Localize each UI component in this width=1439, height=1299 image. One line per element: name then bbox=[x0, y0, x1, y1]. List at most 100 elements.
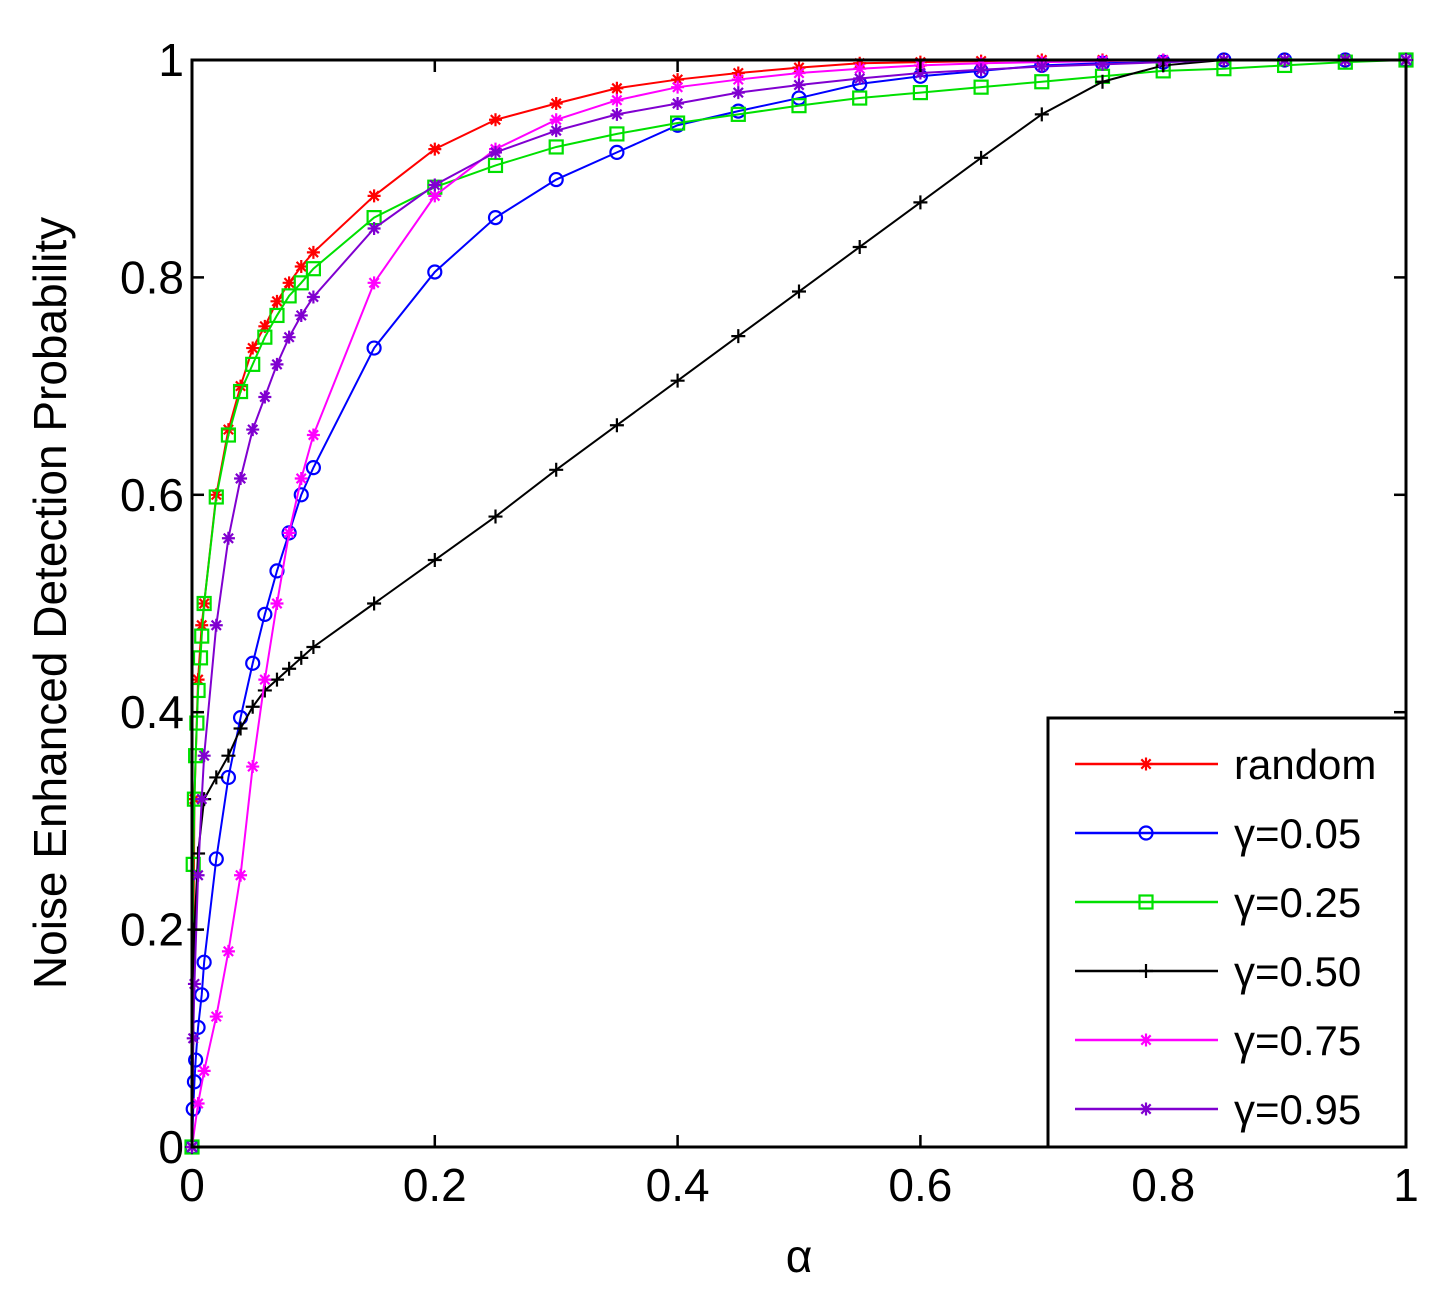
legend-label: γ=0.50 bbox=[1234, 948, 1361, 995]
data-point bbox=[257, 329, 273, 345]
data-point bbox=[791, 90, 807, 106]
data-point bbox=[196, 954, 212, 970]
data-point bbox=[189, 715, 205, 731]
x-tick-label: 0.6 bbox=[888, 1159, 952, 1211]
data-point bbox=[233, 721, 248, 736]
data-point bbox=[197, 1064, 211, 1078]
data-point bbox=[731, 86, 745, 100]
data-point bbox=[293, 487, 309, 503]
data-point bbox=[671, 96, 685, 110]
data-point bbox=[305, 261, 321, 277]
data-point bbox=[269, 307, 285, 324]
data-point bbox=[245, 699, 260, 714]
legend-label: γ=0.25 bbox=[1234, 879, 1361, 926]
x-tick-label: 0 bbox=[179, 1159, 205, 1211]
legend-entry: random bbox=[1075, 741, 1376, 788]
data-point bbox=[367, 189, 381, 203]
data-point bbox=[246, 423, 260, 437]
legend-label: random bbox=[1234, 741, 1376, 788]
data-point bbox=[221, 748, 236, 763]
data-point bbox=[1096, 57, 1109, 71]
data-point bbox=[731, 329, 746, 344]
data-point bbox=[245, 655, 261, 671]
data-point bbox=[294, 308, 308, 322]
data-point bbox=[792, 284, 806, 299]
y-tick-label: 0.2 bbox=[120, 904, 184, 956]
data-point bbox=[191, 1097, 205, 1111]
data-point bbox=[270, 357, 284, 371]
y-tick-label: 1 bbox=[158, 34, 184, 86]
data-point bbox=[549, 96, 563, 110]
data-point bbox=[270, 597, 284, 610]
data-point bbox=[852, 90, 868, 106]
data-point bbox=[731, 66, 745, 80]
data-point bbox=[367, 276, 381, 290]
data-point bbox=[973, 79, 989, 95]
data-point bbox=[1139, 1033, 1153, 1047]
data-point bbox=[1034, 74, 1050, 90]
x-tick-label: 0.2 bbox=[403, 1159, 467, 1211]
data-point bbox=[282, 526, 296, 540]
data-point bbox=[306, 290, 320, 304]
data-point bbox=[428, 189, 442, 203]
data-point bbox=[489, 113, 502, 127]
data-point bbox=[191, 868, 205, 882]
data-point bbox=[197, 749, 211, 763]
data-point bbox=[1035, 60, 1049, 74]
legend-label: γ=0.05 bbox=[1234, 810, 1361, 857]
ticks-layer: 0 0.2 0.4 0.6 0.8 1 0 0.2 0.4 0.6 0.8 1 bbox=[120, 34, 1419, 1211]
legend-entry: γ=0.75 bbox=[1075, 1017, 1361, 1064]
data-point bbox=[489, 145, 502, 159]
data-point bbox=[671, 73, 685, 87]
data-point bbox=[1139, 757, 1153, 771]
data-point bbox=[220, 427, 237, 443]
data-point bbox=[246, 760, 260, 774]
data-point bbox=[194, 987, 210, 1003]
data-point bbox=[281, 288, 297, 304]
data-point bbox=[194, 628, 210, 644]
data-point bbox=[487, 210, 504, 226]
data-point bbox=[1139, 1102, 1153, 1116]
data-point bbox=[974, 56, 988, 70]
data-point bbox=[549, 124, 563, 138]
data-point bbox=[609, 418, 624, 433]
legend-entry: γ=0.25 bbox=[1075, 879, 1361, 926]
data-point bbox=[306, 245, 320, 259]
data-point bbox=[293, 275, 309, 291]
data-point bbox=[257, 606, 273, 622]
data-point bbox=[549, 462, 564, 477]
legend-box bbox=[1046, 716, 1408, 1149]
data-point bbox=[246, 341, 260, 355]
data-point bbox=[609, 126, 625, 142]
y-tick-label: 0.6 bbox=[120, 469, 184, 521]
data-point bbox=[1034, 107, 1049, 122]
data-point bbox=[188, 1052, 204, 1068]
data-point bbox=[294, 260, 308, 274]
x-tick-label: 0.4 bbox=[646, 1159, 710, 1211]
data-point bbox=[548, 139, 564, 155]
data-point bbox=[730, 106, 746, 122]
data-point bbox=[187, 977, 201, 991]
data-point bbox=[258, 319, 272, 333]
data-point bbox=[913, 195, 928, 210]
data-point bbox=[488, 509, 503, 524]
data-point bbox=[912, 85, 929, 101]
data-point bbox=[549, 113, 563, 127]
data-point bbox=[367, 596, 382, 611]
data-point bbox=[792, 66, 806, 80]
data-point bbox=[294, 650, 309, 665]
data-point bbox=[487, 157, 504, 174]
data-point bbox=[234, 471, 248, 485]
data-point bbox=[913, 66, 927, 80]
data-point bbox=[208, 851, 224, 867]
data-point bbox=[671, 80, 685, 94]
data-point bbox=[209, 770, 224, 785]
data-point bbox=[731, 73, 745, 87]
data-point bbox=[669, 115, 686, 131]
data-point bbox=[258, 673, 272, 687]
legend: random γ=0.05 γ=0.25 γ=0.50 γ=0.75 γ=0.95 bbox=[1046, 716, 1408, 1149]
data-point bbox=[234, 868, 248, 882]
data-point bbox=[1095, 74, 1110, 89]
data-point bbox=[221, 531, 235, 545]
